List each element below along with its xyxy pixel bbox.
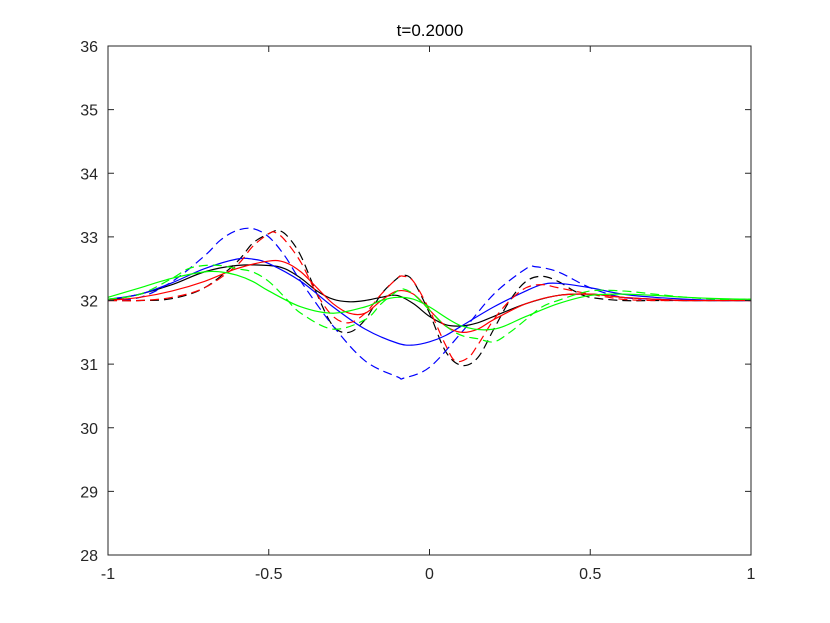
chart-title: t=0.2000	[397, 21, 464, 40]
x-axis: -1 -0.5 0 0.5 1	[101, 46, 756, 583]
x-tick-label: 1	[747, 566, 756, 583]
x-tick-label: -1	[101, 566, 115, 583]
x-tick-label: 0.5	[579, 566, 601, 583]
series-line-7-solid	[107, 270, 752, 331]
y-tick-label: 30	[80, 421, 98, 438]
series-line-2-dashed	[107, 229, 751, 367]
series-line-6-dashed	[107, 231, 751, 363]
y-tick-label: 36	[80, 39, 98, 56]
series-line-8-dashed	[107, 264, 752, 343]
series-line-5-solid	[107, 259, 751, 334]
y-tick-label: 32	[80, 294, 98, 311]
y-tick-label: 35	[80, 103, 98, 120]
y-tick-label: 28	[80, 548, 98, 565]
y-tick-label: 33	[80, 230, 98, 247]
y-tick-label: 29	[80, 484, 98, 501]
series-layer	[107, 227, 752, 380]
x-tick-label: 0	[425, 566, 434, 583]
x-tick-label: -0.5	[255, 566, 283, 583]
y-axis: 28 29 30 31 32 33 34 35 36	[80, 39, 751, 565]
y-tick-label: 34	[80, 166, 98, 183]
series-line-4-dashed	[107, 227, 751, 380]
y-tick-label: 31	[80, 357, 98, 374]
plot-area: -1 -0.5 0 0.5 1 28 29 30 31 32 33 34 35 36	[80, 39, 755, 583]
